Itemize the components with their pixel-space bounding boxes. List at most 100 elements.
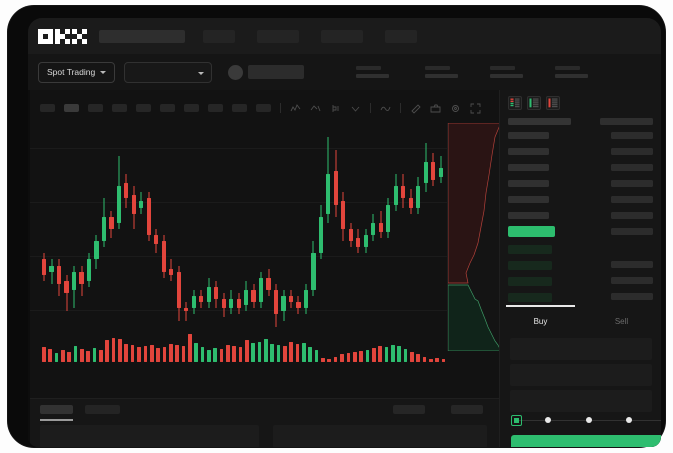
stat-24h-high (490, 66, 524, 78)
search-input[interactable] (99, 29, 185, 43)
orderbook-row-price[interactable] (508, 277, 552, 286)
timeframe-8[interactable] (208, 104, 223, 112)
timeframe-5[interactable] (136, 104, 151, 112)
orderbook-row-amount[interactable] (611, 228, 653, 235)
orderbook-layout-both[interactable] (508, 96, 522, 110)
volume-bar (333, 356, 338, 362)
timeframe-4[interactable] (112, 104, 127, 112)
line-chart-icon[interactable] (380, 103, 391, 114)
bottom-tab-open-orders[interactable] (40, 405, 73, 414)
volume-bar (245, 340, 249, 362)
tab-buy-label: Buy (533, 316, 548, 326)
okx-logo-icon[interactable]: OKX (38, 28, 87, 44)
indicator-icon[interactable] (290, 103, 301, 114)
candle (184, 118, 189, 398)
chevron-down-icon[interactable] (350, 103, 361, 114)
candle (356, 118, 361, 398)
stat-value (356, 74, 390, 78)
volume-bar (124, 343, 129, 362)
chevron-down-icon (100, 70, 107, 74)
gridline (28, 148, 499, 149)
timeframe-6[interactable] (160, 104, 175, 112)
orderbook-row-amount[interactable] (611, 180, 653, 187)
volume-bar (276, 344, 281, 362)
orderbook-row-price[interactable] (508, 212, 549, 219)
orderbook-row-amount[interactable] (611, 277, 653, 284)
step-4[interactable] (626, 417, 632, 423)
volume-bar (213, 348, 217, 362)
candle (139, 118, 144, 398)
step-3[interactable] (586, 417, 592, 423)
timeframe-9[interactable] (232, 104, 247, 112)
orderbook-row-amount[interactable] (611, 196, 653, 203)
candle-type-icon[interactable] (330, 103, 341, 114)
orderbook-row-price[interactable] (508, 132, 549, 139)
orderbook-row-price[interactable] (508, 180, 549, 187)
step-1[interactable] (511, 414, 522, 426)
orderbook-layout-asks[interactable] (546, 96, 560, 110)
bottom-tab-order-history[interactable] (85, 405, 120, 414)
timeframe-2[interactable] (64, 104, 79, 112)
orderbook-row-price[interactable] (508, 293, 552, 302)
bottom-action-1[interactable] (393, 405, 425, 414)
stat-value (425, 74, 459, 78)
order-price-field[interactable] (510, 338, 652, 360)
orderbook-row-price[interactable] (508, 245, 552, 254)
orders-panel (28, 398, 499, 447)
timeframe-10[interactable] (256, 104, 271, 112)
candle (281, 118, 286, 398)
step-2[interactable] (545, 417, 551, 423)
volume-bar (181, 345, 186, 362)
candle (146, 118, 151, 398)
candle (401, 118, 406, 398)
order-total-field[interactable] (510, 390, 652, 412)
trading-pair-name (248, 65, 305, 79)
toolbar-separator (280, 103, 281, 113)
orderbook-row-amount[interactable] (611, 164, 653, 171)
orderbook-row-amount[interactable] (611, 261, 653, 268)
candle (303, 118, 309, 398)
volume-bar (371, 348, 376, 362)
orderbook-row-amount[interactable] (611, 148, 653, 155)
orderbook-rows[interactable] (500, 116, 661, 312)
tab-sell[interactable]: Sell (581, 308, 661, 334)
nav-item-4[interactable] (385, 29, 417, 43)
trading-pair-select[interactable] (124, 61, 213, 83)
volume-bar (314, 350, 319, 362)
orderbook-row-price[interactable] (508, 261, 552, 270)
orderbook-row-price[interactable] (508, 226, 555, 237)
volume-bar (86, 351, 91, 362)
stat-last-price (356, 66, 390, 78)
trading-mode-selector[interactable]: Spot Trading (38, 61, 116, 83)
orderbook-row-price[interactable] (508, 164, 549, 171)
nav-item-2[interactable] (257, 29, 299, 43)
orderbook-row-amount[interactable] (611, 212, 653, 219)
logo-letter-x (72, 28, 87, 44)
volume-bar (143, 345, 148, 362)
bottom-action-2[interactable] (451, 405, 483, 414)
orderbook-row-price[interactable] (508, 148, 549, 155)
submit-order-button[interactable] (511, 435, 661, 447)
nav-item-3[interactable] (321, 29, 363, 43)
volume-bar (359, 351, 363, 362)
volume-bar (232, 345, 236, 362)
camera-icon[interactable] (430, 103, 441, 114)
orderbook-layout-bids[interactable] (527, 96, 541, 110)
order-amount-field[interactable] (510, 364, 652, 386)
trading-mode-label: Spot Trading (47, 67, 96, 77)
volume-bar (283, 345, 287, 362)
timeframe-3[interactable] (88, 104, 103, 112)
orderbook-row-amount[interactable] (611, 132, 653, 139)
timeframe-1[interactable] (40, 104, 55, 112)
orderbook-row-amount[interactable] (611, 293, 653, 300)
price-chart[interactable] (28, 118, 499, 398)
compare-icon[interactable] (310, 103, 321, 114)
tab-buy[interactable]: Buy (500, 305, 581, 334)
nav-item-1[interactable] (203, 29, 235, 43)
timeframe-7[interactable] (184, 104, 199, 112)
orderbook-row-price[interactable] (508, 196, 549, 203)
settings-gear-icon[interactable] (450, 103, 461, 114)
fullscreen-icon[interactable] (470, 103, 481, 114)
ruler-icon[interactable] (410, 103, 421, 114)
depth-chart-overlay[interactable] (447, 123, 499, 351)
